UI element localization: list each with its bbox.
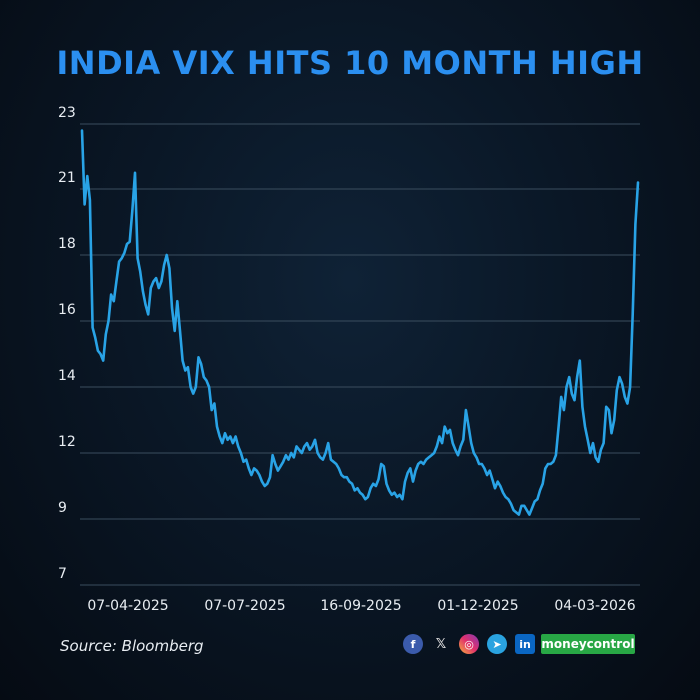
x-tick-label: 01-12-2025 — [437, 598, 518, 614]
x-axis-ticks: 07-04-2025 07-07-2025 16-09-2025 01-12-2025… — [87, 598, 635, 614]
grid-lines — [80, 123, 640, 586]
y-axis-ticks: 7 9 12 14 16 18 21 23 — [58, 105, 76, 582]
linkedin-icon[interactable]: in — [515, 634, 535, 654]
y-tick-label: 16 — [58, 302, 76, 318]
y-tick-label: 12 — [58, 434, 76, 450]
vix-series-line — [80, 129, 640, 516]
facebook-icon[interactable]: f — [403, 634, 423, 654]
x-tick-label: 07-04-2025 — [87, 598, 168, 614]
y-tick-label: 9 — [58, 500, 67, 516]
y-tick-label: 23 — [58, 105, 76, 121]
x-tick-label: 04-03-2026 — [554, 598, 635, 614]
y-tick-label: 18 — [58, 236, 76, 252]
instagram-icon[interactable]: ◎ — [459, 634, 479, 654]
source-note: Source: Bloomberg — [60, 637, 204, 655]
social-links: f 𝕏 ◎ ➤ in — [403, 634, 535, 654]
x-icon[interactable]: 𝕏 — [435, 636, 447, 652]
x-tick-label: 07-07-2025 — [204, 598, 285, 614]
y-tick-label: 21 — [58, 170, 76, 186]
telegram-icon[interactable]: ➤ — [487, 634, 507, 654]
chart-title: INDIA VIX HITS 10 MONTH HIGH — [56, 44, 644, 82]
y-tick-label: 14 — [58, 368, 76, 384]
y-tick-label: 7 — [58, 566, 67, 582]
brand-logo: moneycontrol — [541, 634, 635, 654]
x-tick-label: 16-09-2025 — [320, 598, 401, 614]
